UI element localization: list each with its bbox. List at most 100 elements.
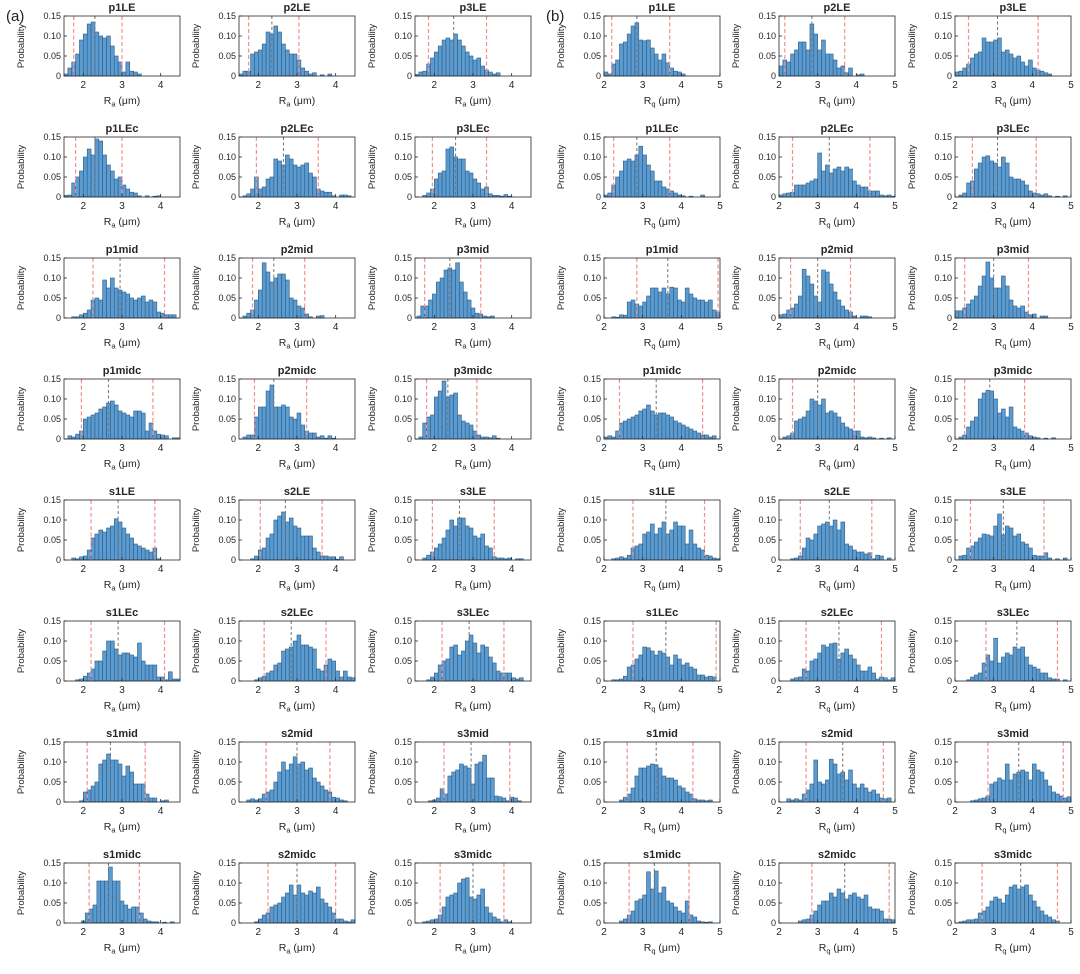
histogram-bar [871, 672, 877, 682]
histogram-bar [487, 547, 493, 561]
histogram-bar [491, 662, 497, 682]
y-tick-label: 0.05 [759, 898, 777, 908]
histogram-bar [1020, 541, 1025, 561]
histogram-bar [106, 35, 111, 77]
y-tick-label: 0 [231, 192, 236, 202]
histogram-bar [860, 898, 865, 924]
histogram-bar [642, 646, 647, 682]
x-axis-label: Ra (μm) [279, 579, 315, 593]
x-tick-label: 4 [333, 806, 339, 817]
histogram-bars [63, 21, 142, 77]
histogram-bar [626, 33, 632, 77]
histogram-bar [123, 904, 129, 924]
histogram-bar [285, 648, 290, 682]
y-tick-label: 0.10 [759, 31, 777, 41]
histogram-bar [833, 412, 838, 440]
histogram-bar [977, 798, 983, 803]
y-axis-label: Probability [731, 266, 742, 311]
x-axis-label: Rq (μm) [994, 95, 1030, 109]
x-tick-label: 3 [991, 927, 997, 938]
histogram-bar [125, 652, 131, 682]
histogram-bar [817, 152, 823, 198]
histogram-bar [806, 918, 811, 924]
histogram-bar [969, 919, 975, 924]
histogram-bar [996, 513, 1002, 561]
histogram-bar [304, 162, 310, 198]
histogram-bar [131, 906, 136, 924]
histogram-bar [833, 763, 838, 803]
histogram-bar [121, 775, 127, 803]
histogram-bar [133, 783, 138, 803]
histogram-bar [98, 299, 103, 319]
subplot-title: p1mid [106, 244, 138, 256]
histogram-bar [962, 67, 967, 77]
y-axis-label: Probability [367, 266, 378, 311]
x-tick-label: 4 [333, 201, 339, 212]
histogram-bar [696, 674, 701, 682]
histogram-bar [802, 919, 807, 924]
histogram-bar [433, 396, 439, 440]
histogram-bar [83, 418, 88, 440]
subplot-title: s3midc [994, 849, 1032, 861]
histogram-bar [864, 894, 869, 924]
histogram-bars [958, 513, 1068, 561]
histogram-bar [646, 765, 651, 803]
histogram-bar [1023, 884, 1029, 924]
histogram-bar [297, 527, 302, 561]
y-tick-label: 0.15 [759, 737, 777, 747]
histogram-bar [1008, 176, 1013, 198]
histogram-bar [657, 767, 663, 803]
histogram-bar [794, 184, 799, 198]
x-axis-label: Rq (μm) [994, 216, 1030, 230]
subplot-s1mid: 0 0.05 0.10 0.15 2 3 4 5 s1mid Probability Rq (μm) [554, 726, 729, 847]
histogram-bar [300, 424, 306, 440]
x-tick-label: 2 [777, 443, 783, 454]
histogram-bar [813, 658, 819, 682]
histogram-bar [657, 527, 663, 561]
y-tick-label: 0.05 [219, 172, 237, 182]
histogram-bar [335, 670, 341, 682]
histogram-bar [692, 668, 698, 682]
y-tick-label: 0.10 [759, 878, 777, 888]
histogram-bar [1000, 51, 1006, 77]
histogram-bar [653, 53, 659, 77]
histogram-bar [281, 896, 287, 924]
histogram-bar [258, 798, 263, 803]
histogram-bars [611, 521, 721, 561]
y-tick-label: 0.15 [394, 495, 412, 505]
subplot-title: p3midc [993, 365, 1032, 377]
histogram-bar [98, 763, 103, 803]
x-tick-label: 2 [952, 201, 958, 212]
subplot-title: p2mid [821, 244, 853, 256]
y-tick-label: 0.05 [394, 898, 412, 908]
histogram-bar [973, 295, 979, 319]
histogram-bar [1008, 527, 1013, 561]
histogram-bar [977, 537, 983, 561]
histogram-bar [1012, 57, 1017, 77]
x-tick-label: 4 [1029, 564, 1035, 575]
y-tick-label: 0 [771, 555, 776, 565]
histogram-bar [634, 545, 640, 561]
histogram-bar [692, 916, 698, 924]
x-tick-label: 4 [1029, 806, 1035, 817]
subplot-title: s1LEc [106, 607, 138, 619]
histogram-bar [327, 906, 333, 924]
histogram-bar [472, 898, 477, 924]
histogram-bar [106, 164, 111, 198]
histogram-bar [786, 61, 792, 77]
y-tick-label: 0 [56, 434, 61, 444]
histogram-bar [144, 301, 150, 319]
histogram-bar [304, 535, 310, 561]
histogram-bar [681, 301, 686, 319]
x-tick-label: 3 [815, 201, 821, 212]
histogram-bar [619, 170, 624, 198]
y-axis-label: Probability [367, 750, 378, 795]
histogram-bar [677, 525, 682, 561]
histogram-bar [98, 408, 103, 440]
histogram-bar [1012, 426, 1017, 440]
histogram-bar [840, 305, 846, 319]
y-axis-label: Probability [16, 629, 27, 674]
